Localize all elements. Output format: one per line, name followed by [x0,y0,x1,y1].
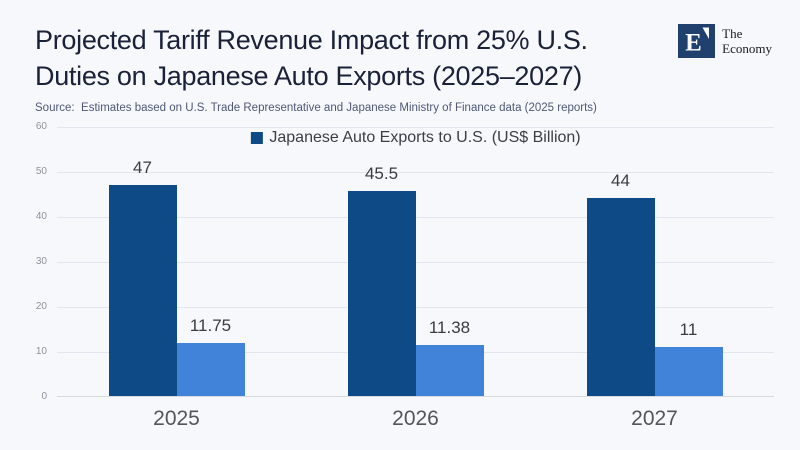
y-tick-label: 20 [35,300,47,312]
brand-logo: E The Economy [678,24,772,58]
legend: Japanese Auto Exports to U.S. (US$ Billi… [250,129,581,147]
bar-value-label: 44 [611,171,630,190]
legend-label: Japanese Auto Exports to U.S. (US$ Billi… [269,129,581,146]
header: Projected Tariff Revenue Impact from 25%… [0,0,800,94]
export-value-bar [108,184,177,396]
gridline [57,262,774,263]
y-tick-label: 40 [35,210,47,222]
brand-name-line-2: Economy [722,41,772,56]
bar-column: 45.5 [347,164,416,396]
brand-name-line-1: The [722,26,743,41]
x-axis-label: 2025 [153,407,200,430]
export-value-bar [586,198,655,396]
y-tick-label: 10 [35,345,47,357]
bar-chart: Japanese Auto Exports to U.S. (US$ Billi… [0,121,800,431]
y-tick-label: 30 [35,255,47,267]
gridline [57,127,774,128]
bar-group-2027: 44 11 [535,127,774,396]
bar-group-2026: 45.5 11.38 [296,127,535,396]
export-value-bar [347,191,416,396]
bar-value-label: 47 [133,157,152,177]
y-tick-label: 60 [35,120,47,132]
source-note: Source: Estimates based on U.S. Trade Re… [35,102,597,114]
y-tick-label: 0 [41,390,47,402]
legend-swatch [250,132,263,144]
x-axis-label: 2027 [631,407,678,430]
y-tick-label: 50 [35,165,47,177]
gridline [57,217,774,218]
bar-value-label: 11.38 [428,317,471,337]
bar-column: 11.38 [415,317,484,396]
bar-column: 11 [654,319,723,396]
page-title-line-1: Projected Tariff Revenue Impact from 25%… [35,25,588,55]
svg-text:E: E [685,30,702,57]
bar-column: 47 [108,157,177,396]
x-axis-labels: 2025 2026 2027 [57,407,774,431]
tariff-revenue-bar [176,343,245,396]
plot-area: Japanese Auto Exports to U.S. (US$ Billi… [36,121,774,402]
page-title: Projected Tariff Revenue Impact from 25%… [35,22,588,94]
bar-group-2025: 47 11.75 [57,127,296,396]
bar-value-label: 11 [679,319,698,339]
gridline [57,172,774,173]
x-axis-label: 2026 [392,407,439,430]
page-title-line-2: Duties on Japanese Auto Exports (2025–20… [35,61,582,91]
gridline [57,307,774,308]
tariff-revenue-bar [415,344,484,396]
brand-monogram-icon: E [678,24,716,58]
bar-groups: 47 11.75 45.5 11.38 44 11 [57,127,774,396]
bar-column: 11.75 [176,316,245,396]
bar-column: 44 [586,171,655,396]
bar-value-label: 45.5 [364,164,399,184]
brand-name: The Economy [722,24,772,56]
tariff-revenue-bar [654,346,723,396]
bar-value-label: 11.75 [189,316,232,336]
